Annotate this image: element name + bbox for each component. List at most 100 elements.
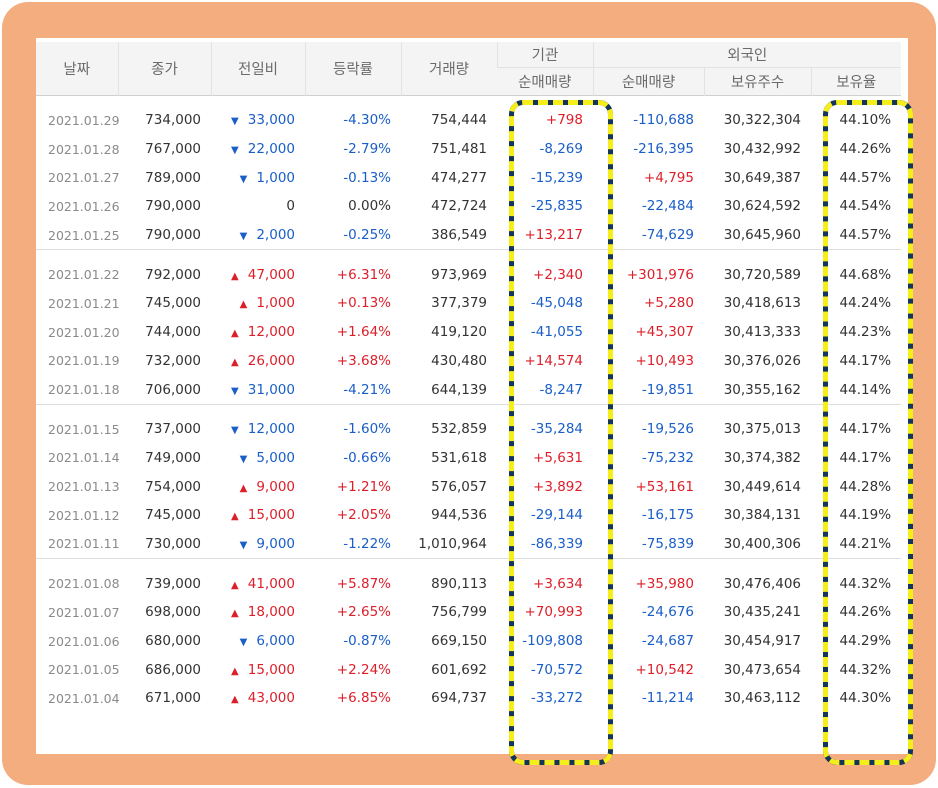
cell-rate: +2.65% — [336, 604, 391, 621]
table-row: 2021.01.06 680,000 ▼ 6,000 -0.87% 669,150 -109… — [36, 627, 901, 656]
cell-inst: -70,572 — [530, 661, 583, 678]
cell-fratio: 44.24% — [839, 295, 892, 312]
cell-close: 680,000 — [145, 633, 201, 650]
triangle-down-icon: ▼ — [239, 453, 248, 465]
cell-fnet: +10,493 — [635, 352, 694, 369]
cell-fratio: 44.57% — [839, 227, 892, 244]
cell-rate: +2.24% — [336, 661, 391, 678]
cell-date: 2021.01.28 — [48, 141, 120, 157]
cell-diff: ▼ 9,000 — [211, 530, 305, 559]
cell-rate: +1.64% — [336, 324, 391, 341]
table-row: 2021.01.11 730,000 ▼ 9,000 -1.22% 1,010,964 -8… — [36, 530, 901, 559]
triangle-down-icon: ▼ — [231, 425, 239, 437]
cell-fnet: +10,542 — [635, 661, 694, 678]
cell-date: 2021.01.12 — [48, 507, 120, 523]
cell-fnet: +4,795 — [644, 169, 694, 186]
cell-rate: +6.31% — [336, 266, 391, 283]
cell-rate: 0.00% — [348, 198, 391, 215]
triangle-up-icon: ▲ — [231, 328, 239, 340]
cell-inst: -8,247 — [539, 381, 583, 398]
cell-volume: 377,379 — [431, 295, 487, 312]
cell-date: 2021.01.26 — [48, 198, 120, 214]
cell-close: 732,000 — [145, 352, 201, 369]
table-row: 2021.01.07 698,000 ▲ 18,000 +2.65% 756,799 +70… — [36, 598, 901, 627]
group-separator — [36, 249, 902, 261]
cell-inst: +3,634 — [533, 575, 583, 592]
cell-close: 749,000 — [145, 449, 201, 466]
cell-close: 745,000 — [145, 507, 201, 524]
cell-fratio: 44.30% — [839, 690, 892, 707]
header-foreign: 외국인 — [592, 42, 902, 68]
table-row: 2021.01.25 790,000 ▼ 2,000 -0.25% 386,549 +13,… — [36, 221, 901, 250]
table-row: 2021.01.22 792,000 ▲ 47,000 +6.31% 973,969 +2,… — [36, 260, 901, 289]
triangle-up-icon: ▲ — [231, 665, 239, 677]
cell-volume: 644,139 — [431, 381, 487, 398]
header-date: 날짜 — [36, 42, 118, 96]
cell-fratio: 44.10% — [839, 112, 892, 129]
table-row: 2021.01.26 790,000 0 0.00% 472,724 -25,835 -22… — [36, 192, 901, 221]
cell-rate: +6.85% — [336, 690, 391, 707]
separator-cell — [36, 249, 902, 261]
cell-rate: -4.21% — [343, 381, 391, 398]
cell-volume: 694,737 — [431, 690, 487, 707]
cell-inst: +798 — [545, 112, 583, 129]
triangle-up-icon: ▲ — [239, 299, 248, 311]
cell-date: 2021.01.20 — [48, 324, 120, 340]
cell-diff: ▼ 12,000 — [211, 415, 305, 444]
cell-fshares: 30,376,026 — [723, 352, 801, 369]
cell-date: 2021.01.14 — [48, 450, 120, 466]
cell-rate: -2.79% — [343, 141, 391, 158]
cell-fshares: 30,720,589 — [723, 266, 801, 283]
table-row: 2021.01.05 686,000 ▲ 15,000 +2.24% 601,692 -70… — [36, 655, 901, 684]
cell-diff: ▲ 12,000 — [211, 318, 305, 347]
cell-date: 2021.01.13 — [48, 479, 120, 495]
cell-rate: -4.30% — [343, 112, 391, 129]
cell-rate: +2.05% — [336, 507, 391, 524]
cell-fratio: 44.28% — [839, 478, 892, 495]
cell-date: 2021.01.08 — [48, 576, 120, 592]
cell-inst: +5,631 — [533, 449, 583, 466]
cell-close: 789,000 — [145, 169, 201, 186]
header-rate: 등락률 — [304, 42, 401, 96]
diff-value: 33,000 — [247, 112, 295, 129]
table-row: 2021.01.14 749,000 ▼ 5,000 -0.66% 531,618 +5,6… — [36, 444, 901, 473]
cell-volume: 474,277 — [431, 169, 487, 186]
cell-fshares: 30,374,382 — [723, 449, 801, 466]
cell-fnet: -24,676 — [641, 604, 694, 621]
triangle-up-icon: ▲ — [239, 482, 248, 494]
diff-value: 9,000 — [256, 478, 295, 495]
cell-close: 790,000 — [145, 198, 201, 215]
cell-date: 2021.01.06 — [48, 633, 120, 649]
header-foreign-shares: 보유주수 — [703, 67, 811, 96]
cell-rate: +1.21% — [336, 478, 391, 495]
cell-inst: +2,340 — [533, 266, 583, 283]
cell-fnet: +53,161 — [635, 478, 694, 495]
cell-fratio: 44.54% — [839, 198, 892, 215]
cell-rate: +0.13% — [336, 295, 391, 312]
cell-date: 2021.01.18 — [48, 382, 120, 398]
cell-volume: 669,150 — [431, 633, 487, 650]
cell-close: 745,000 — [145, 295, 201, 312]
cell-volume: 472,724 — [431, 198, 487, 215]
cell-fnet: -24,687 — [641, 633, 694, 650]
cell-rate: +3.68% — [336, 352, 391, 369]
cell-diff: ▲ 15,000 — [211, 501, 305, 530]
cell-close: 737,000 — [145, 421, 201, 438]
cell-close: 792,000 — [145, 266, 201, 283]
table-header: 날짜 종가 전일비 등락률 거래량 기관 외국인 순매매량 순매매량 보유주수 … — [36, 42, 902, 96]
cell-fratio: 44.57% — [839, 169, 892, 186]
header-foreign-ratio: 보유율 — [810, 67, 902, 96]
cell-inst: -45,048 — [530, 295, 583, 312]
cell-volume: 430,480 — [431, 352, 487, 369]
cell-volume: 944,536 — [431, 507, 487, 524]
cell-fnet: -216,395 — [633, 141, 694, 158]
diff-value: 22,000 — [247, 141, 295, 158]
cell-inst: -8,269 — [539, 141, 583, 158]
cell-inst: -41,055 — [530, 324, 583, 341]
cell-fratio: 44.19% — [839, 507, 892, 524]
cell-rate: -0.13% — [343, 169, 391, 186]
triangle-up-icon: ▲ — [231, 694, 239, 706]
cell-diff: ▼ 31,000 — [211, 375, 305, 404]
cell-close: 698,000 — [145, 604, 201, 621]
